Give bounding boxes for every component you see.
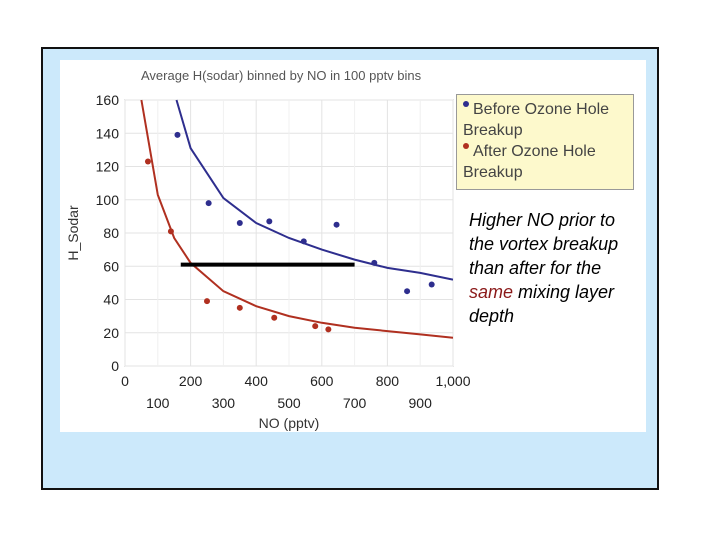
data-point-series-0 (371, 259, 378, 266)
chart-legend: Before Ozone Hole Breakup After Ozone Ho… (456, 94, 634, 190)
x-tick-label-major: 1,000 (435, 373, 470, 389)
data-point-series-0 (333, 221, 340, 228)
annotation-text: Higher NO prior to the vortex breakup th… (469, 208, 639, 328)
x-tick-label-minor: 700 (343, 395, 367, 411)
y-tick-label: 160 (96, 92, 120, 108)
data-point-series-1 (167, 228, 174, 235)
data-point-series-0 (174, 131, 181, 138)
x-axis-label: NO (pptv) (259, 415, 320, 431)
scatter-chart: Average H(sodar) binned by NO in 100 ppt… (65, 68, 471, 431)
legend-item-after: After Ozone Hole Breakup (463, 141, 627, 183)
x-tick-label-major: 400 (245, 373, 269, 389)
x-tick-label-major: 0 (121, 373, 129, 389)
annotation-highlight: same (469, 282, 514, 302)
data-point-series-1 (312, 323, 319, 330)
x-tick-label-major: 200 (179, 373, 203, 389)
annotation-part-2: mixing layer depth (469, 282, 615, 326)
data-point-series-0 (300, 238, 307, 245)
chart-title: Average H(sodar) binned by NO in 100 ppt… (141, 68, 422, 83)
data-point-series-1 (144, 158, 151, 165)
legend-marker-after (463, 142, 469, 149)
y-axis-label: H_Sodar (65, 205, 81, 261)
data-point-series-1 (325, 326, 332, 333)
data-point-series-0 (205, 200, 212, 207)
data-point-series-0 (404, 288, 411, 295)
x-tick-label-minor: 300 (212, 395, 236, 411)
data-point-series-1 (271, 314, 278, 321)
legend-label-before: Before Ozone Hole Breakup (463, 101, 610, 139)
data-point-series-1 (236, 304, 243, 311)
annotation-part-1: Higher NO prior to the vortex breakup th… (469, 210, 619, 278)
y-tick-label: 80 (103, 225, 119, 241)
x-tick-label-major: 600 (310, 373, 334, 389)
y-tick-label: 60 (103, 258, 119, 274)
data-point-series-0 (266, 218, 273, 225)
legend-label-after: After Ozone Hole Breakup (463, 143, 596, 181)
y-tick-label: 20 (103, 325, 119, 341)
x-tick-label-minor: 500 (277, 395, 301, 411)
data-point-series-0 (428, 281, 435, 288)
x-tick-label-major: 800 (376, 373, 400, 389)
legend-item-before: Before Ozone Hole Breakup (463, 99, 627, 141)
x-tick-label-minor: 900 (409, 395, 433, 411)
data-point-series-1 (204, 298, 210, 305)
y-tick-label: 140 (96, 125, 120, 141)
y-tick-label: 120 (96, 159, 120, 175)
data-point-series-0 (236, 220, 243, 227)
legend-marker-before (463, 100, 469, 107)
y-tick-label: 100 (96, 192, 120, 208)
y-tick-label: 40 (103, 292, 119, 308)
y-tick-label: 0 (111, 358, 119, 374)
x-tick-label-minor: 100 (146, 395, 170, 411)
